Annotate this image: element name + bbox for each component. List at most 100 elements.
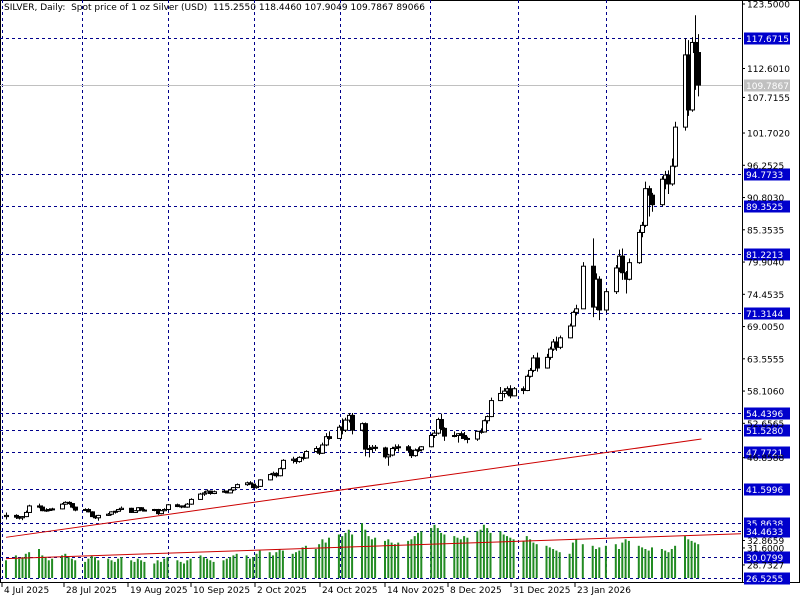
volume-bar: [298, 550, 301, 578]
candle-body-up: [568, 325, 573, 339]
volume-bar: [232, 555, 235, 578]
candle-body-up: [281, 459, 286, 470]
candle: [254, 485, 259, 489]
volume-bar: [44, 557, 47, 578]
volume-bar: [456, 537, 459, 578]
candle-body-up: [498, 392, 503, 402]
candle-body-down: [14, 514, 19, 518]
candle-body-up: [212, 491, 217, 495]
candle: [574, 304, 579, 316]
volume-bar: [186, 560, 189, 578]
volume-bar: [97, 560, 100, 578]
volume-bar: [433, 524, 436, 578]
candle-body-up: [432, 432, 437, 437]
level-tag-label: 30.0799: [746, 554, 783, 564]
volume-bar: [370, 539, 373, 578]
candle: [363, 422, 368, 457]
volume-bar: [486, 528, 489, 578]
volume-bar: [272, 555, 274, 578]
candle-body-up: [571, 311, 576, 327]
candle: [686, 40, 691, 116]
candle-body-down: [554, 341, 559, 348]
price-tick-label: 123.5000: [747, 1, 790, 11]
volume-bar: [684, 536, 686, 578]
volume-bar: [5, 560, 7, 578]
ohlc-low: 107.9049: [304, 3, 348, 13]
candle: [620, 248, 625, 280]
level-tag: [744, 424, 790, 437]
candle-body-up: [525, 375, 530, 392]
candle-body-up: [548, 348, 553, 358]
candle: [106, 513, 111, 517]
candle: [133, 510, 138, 514]
volume-bar: [84, 561, 87, 578]
volume-bar: [281, 550, 284, 578]
volume-bar: [436, 528, 439, 578]
candle-body-up: [660, 178, 665, 206]
candle: [640, 221, 645, 238]
volume-bar: [604, 545, 607, 578]
current-price-label: 109.7867: [746, 82, 789, 92]
candle: [208, 490, 213, 495]
candle-body-down: [67, 501, 72, 505]
volume-bar: [110, 560, 113, 578]
candle: [198, 492, 203, 501]
level-tag-label: 41.5996: [746, 486, 783, 496]
candle: [485, 415, 490, 424]
price-tick-label: 28.7327: [747, 561, 784, 571]
time-tick-label: 28 Jul 2025: [66, 586, 117, 596]
candle: [459, 431, 464, 440]
volume-bar: [548, 547, 551, 578]
candle-body-down: [462, 435, 467, 439]
volume-bar: [482, 524, 485, 578]
candle: [185, 502, 190, 508]
candle-body-down: [73, 506, 78, 511]
candle: [212, 490, 217, 495]
volume-bar: [209, 560, 212, 578]
candle: [413, 448, 418, 457]
candle-body-up: [429, 435, 434, 448]
candle-body-up: [419, 446, 424, 451]
candle-body-up: [637, 231, 642, 264]
volume-bar: [512, 539, 515, 578]
candle: [350, 413, 355, 435]
candle-body-up: [390, 448, 395, 456]
volume-bar: [199, 555, 202, 578]
candle: [432, 430, 437, 438]
candle-body-up: [545, 356, 550, 369]
candle-body-up: [574, 308, 579, 313]
candle-body-up: [320, 444, 325, 454]
candle-body-down: [620, 255, 625, 274]
candle: [386, 453, 391, 466]
volume-layer: [5, 523, 700, 578]
volume-bar: [687, 539, 690, 578]
volume-bar: [614, 544, 617, 578]
volume-bar: [344, 532, 347, 578]
candle-body-up: [258, 479, 263, 487]
candle-body-up: [604, 291, 609, 311]
trendline: [5, 438, 702, 538]
volume-bar: [555, 550, 558, 578]
volume-bar: [189, 558, 192, 578]
volume-bar: [351, 534, 354, 578]
volume-bar: [535, 544, 538, 578]
volume-bar: [235, 553, 238, 578]
candle-body-up: [558, 337, 563, 348]
volume-bar: [143, 561, 146, 578]
volume-bar: [18, 558, 21, 578]
chart-header: SILVER, Daily: Spot price of 1 oz Silver…: [4, 3, 425, 13]
candle: [558, 335, 563, 350]
candle: [666, 170, 671, 195]
candle: [535, 352, 540, 372]
volume-bar: [153, 563, 156, 578]
candle: [235, 483, 240, 489]
candle-body-down: [459, 433, 464, 437]
price-tick-label: 31.6000: [747, 544, 784, 554]
volume-bar: [24, 553, 27, 578]
level-tag-label: 35.8638: [746, 520, 783, 530]
candle: [139, 507, 144, 511]
price-tick-label: 107.7155: [747, 94, 790, 104]
price-tick-label: 112.6010: [747, 65, 790, 75]
volume-bar: [341, 536, 344, 578]
